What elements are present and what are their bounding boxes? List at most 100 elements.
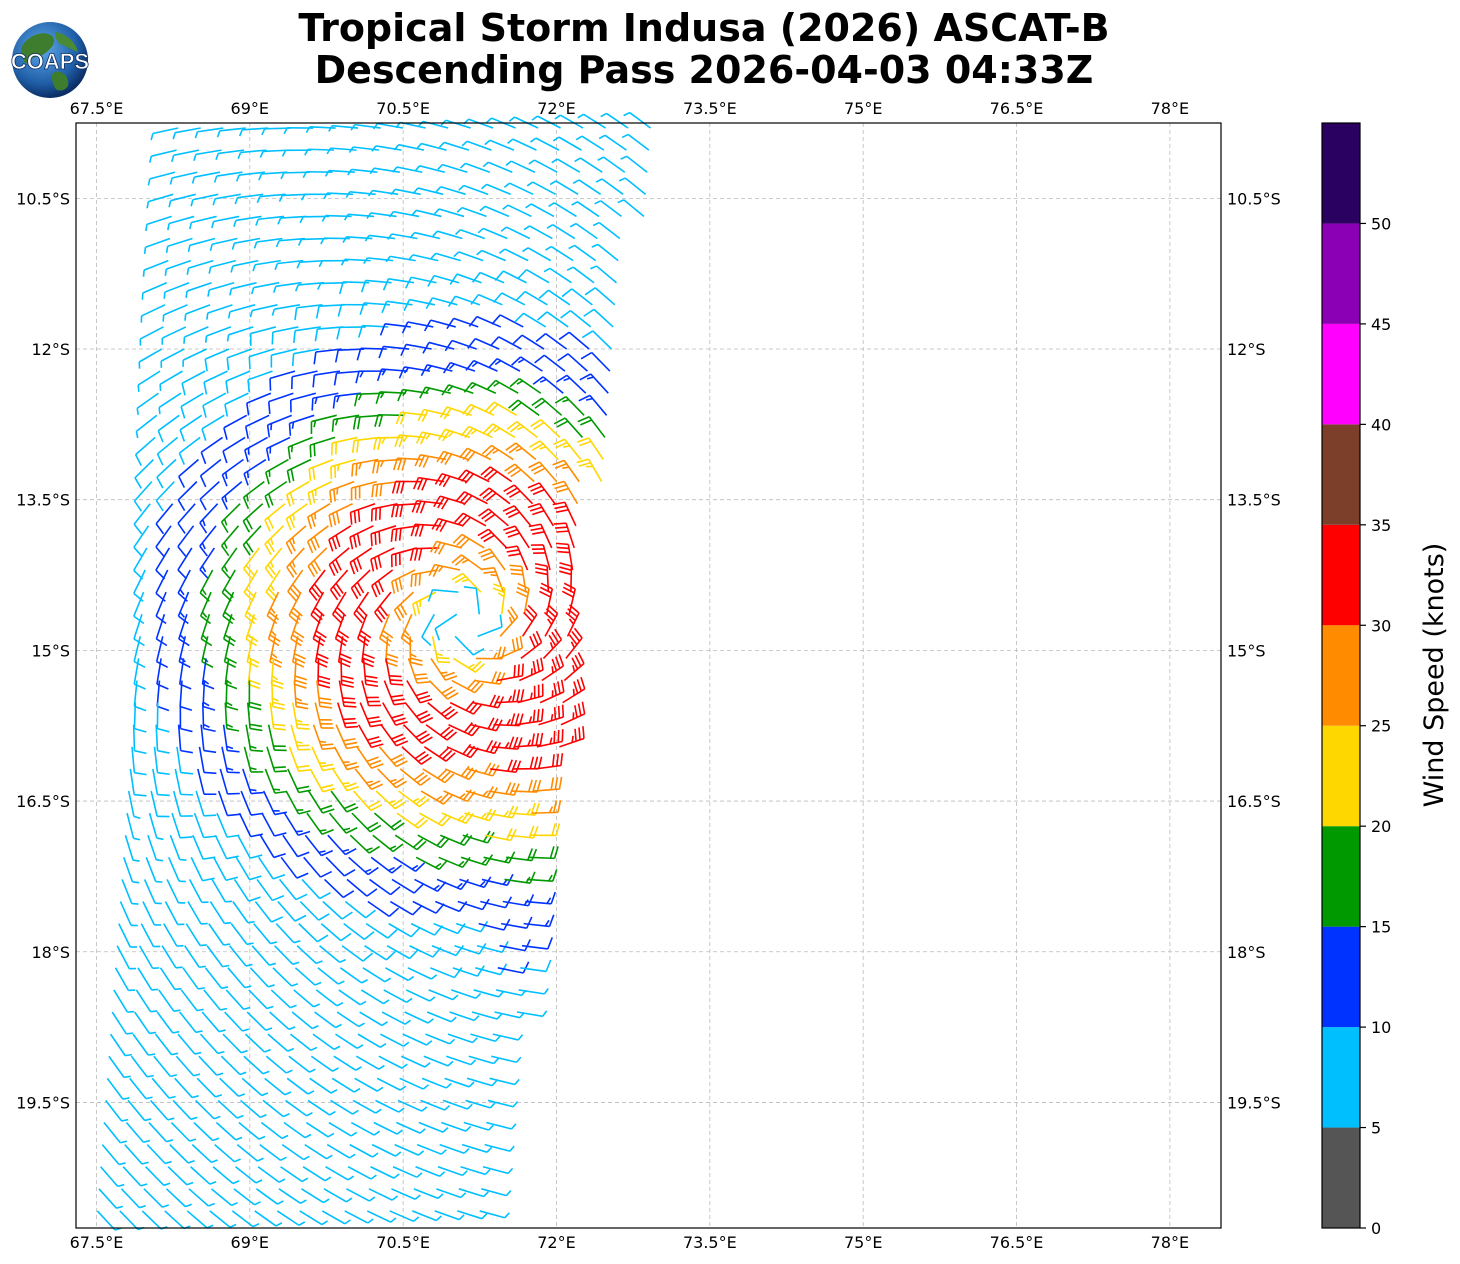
lon-tick-label-top: 70.5°E (376, 99, 430, 118)
wind-barb (190, 1166, 217, 1185)
wind-barb (260, 1121, 289, 1140)
wind-barb (600, 112, 629, 129)
wind-barb (269, 636, 283, 668)
wind-barb (499, 248, 529, 262)
colorbar-tick-label: 50 (1371, 214, 1391, 233)
lat-tick-label-right: 15°S (1227, 641, 1266, 660)
wind-barb (422, 768, 455, 784)
wind-barb (574, 157, 603, 173)
wind-barb (308, 458, 334, 482)
wind-barb (98, 1188, 124, 1209)
wind-barb (177, 547, 193, 580)
wind-barb (264, 458, 289, 485)
wind-barb (425, 724, 458, 741)
wind-barb (243, 458, 267, 486)
wind-barb (308, 569, 326, 601)
wind-barb (264, 768, 288, 794)
wind-barb (437, 163, 468, 173)
wind-barb (332, 768, 359, 792)
wind-barb (242, 525, 262, 556)
wind-barb (168, 857, 186, 883)
wind-barb (505, 442, 537, 461)
wind-barb (534, 562, 550, 593)
wind-barb (488, 357, 521, 372)
wind-barb (331, 1077, 361, 1093)
wind-barb (368, 1188, 399, 1201)
wind-barb (309, 1077, 338, 1094)
wind-barb (414, 878, 447, 892)
wind-barb (348, 856, 379, 876)
wind-barb (520, 630, 543, 660)
wind-barb (412, 187, 444, 196)
wind-barb (435, 900, 468, 913)
wind-barb (507, 138, 537, 151)
wind-barb (235, 856, 262, 881)
wind-barb (389, 900, 422, 916)
wind-barb (243, 547, 260, 579)
wind-barb (322, 900, 353, 920)
wind-barb (480, 466, 513, 483)
wind-barb (181, 370, 206, 396)
wind-barb (538, 289, 571, 306)
wind-barb (530, 544, 551, 571)
wind-barb (237, 834, 263, 859)
wind-barb (215, 149, 245, 161)
wind-barb (331, 414, 360, 432)
lat-tick-label-right: 12°S (1227, 340, 1266, 359)
wind-barb (277, 900, 307, 922)
wind-barb (272, 281, 302, 293)
wind-barb (344, 900, 377, 919)
wind-barb (484, 139, 515, 151)
wind-barb (177, 525, 195, 557)
wind-barb (370, 525, 397, 547)
wind-barb (213, 856, 239, 882)
wind-barb (274, 259, 304, 271)
wind-barb (133, 481, 153, 512)
wind-barb (244, 1033, 271, 1053)
wind-barb (383, 680, 407, 706)
colorbar-segment (1322, 926, 1360, 1028)
wind-barb (452, 965, 485, 977)
wind-barb (264, 503, 286, 532)
wind-barb (427, 702, 459, 720)
wind-barb (286, 1077, 315, 1095)
wind-barb (391, 480, 422, 494)
wind-barb (516, 1010, 548, 1018)
wind-barb (221, 569, 236, 602)
wind-barb (360, 989, 390, 1005)
wind-barb (111, 1011, 134, 1035)
wind-barb (187, 237, 216, 253)
wind-barb (188, 879, 209, 904)
wind-barb (351, 458, 379, 477)
wind-barb (349, 1143, 379, 1158)
wind-barb (379, 613, 394, 647)
wind-barb (216, 812, 240, 838)
wind-barb (522, 247, 552, 262)
wind-barb (450, 989, 482, 999)
colorbar-label: Wind Speed (knots) (1419, 543, 1450, 808)
wind-barb (222, 1033, 248, 1054)
wind-barb (420, 790, 453, 805)
wind-barb (323, 1188, 353, 1203)
wind-barb (463, 381, 497, 394)
wind-barb (455, 491, 488, 506)
wind-barb (214, 1144, 241, 1163)
wind-barb (167, 1166, 194, 1186)
wind-barb (426, 1011, 457, 1023)
wind-barb (137, 967, 159, 991)
wind-barb (257, 1166, 286, 1183)
wind-barb (177, 724, 193, 754)
axis-ticks: 67.5°E 67.5°E 69°E 69°E 70.5°E 70.5°E 72°E 72°E… (16, 99, 1281, 1252)
wind-barb (245, 724, 264, 752)
wind-barb (343, 213, 375, 221)
wind-barb (484, 401, 518, 417)
wind-barb (481, 444, 514, 461)
wind-barb (354, 768, 384, 791)
wind-barb (246, 636, 260, 668)
wind-barb (461, 140, 492, 151)
wind-barb (316, 680, 333, 709)
wind-barb (551, 158, 581, 173)
wind-barb (447, 1033, 478, 1044)
wind-barb (437, 1165, 468, 1177)
wind-barb (287, 569, 304, 602)
